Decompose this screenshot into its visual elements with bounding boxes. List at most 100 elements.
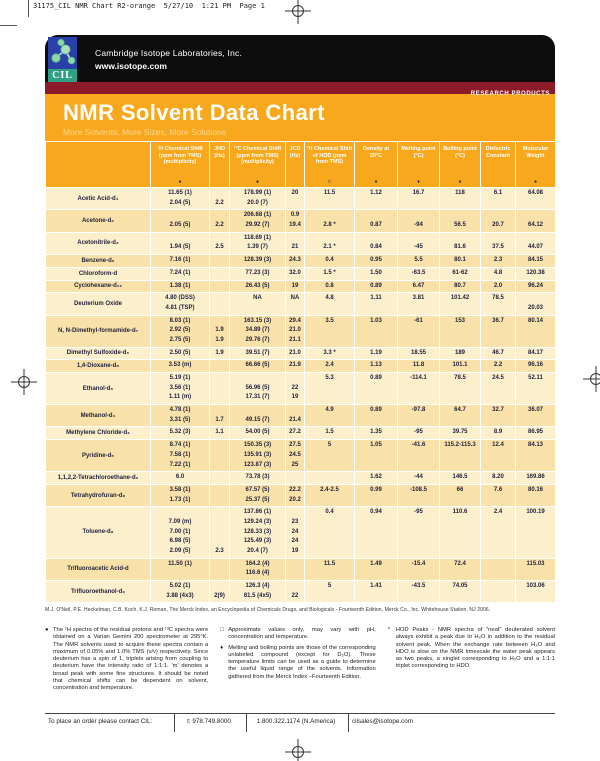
table-cell: -94: [397, 209, 440, 233]
document-body: CIL Cambridge Isotope Laboratories, Inc.…: [45, 35, 556, 613]
table-cell: 36.07: [515, 404, 556, 428]
solvent-name: Benzene-d₆: [45, 254, 151, 268]
table-cell: 1.13: [354, 359, 398, 373]
table-cell: 80.7: [439, 279, 481, 294]
table-cell: 0.89: [354, 371, 398, 406]
table-cell: 6.1: [480, 186, 516, 211]
table-cell: 11.65 (1) 2.04 (5): [150, 186, 210, 211]
solvent-name: Dimethyl Sulfoxide-d₆: [45, 346, 151, 361]
table-cell: 8.20: [480, 471, 516, 485]
table-cell: 66.66 (5): [229, 359, 286, 373]
solvent-row: 1,4-Dioxane-d₈ 3.53 (m) 66.66 (5) 21.9 2.4 1…: [45, 359, 556, 373]
table-cell: 8.74 (1) 7.58 (1) 7.22 (1): [150, 439, 210, 473]
solvent-name: Acetone-d₆: [45, 209, 151, 233]
table-cell: 5.3: [304, 371, 355, 406]
table-cell: -15.4: [397, 557, 440, 582]
table-cell: 27.5 24.5 25: [285, 439, 305, 473]
table-cell: 178.99 (1) 20.0 (7): [229, 186, 286, 211]
table-cell: 37.5: [480, 231, 516, 256]
table-cell: 1.19: [354, 346, 398, 361]
table-cell: -108.5: [397, 483, 440, 508]
solvent-name: 1,4-Dioxane-d₈: [45, 359, 151, 373]
table-cell: 2.1 *: [304, 231, 355, 256]
solvent-name: Ethanol-d₆: [45, 371, 151, 406]
table-cell: [209, 557, 230, 582]
table-cell: [480, 557, 516, 582]
header-footnote-mark: □: [327, 178, 332, 185]
table-cell: 189: [439, 346, 481, 361]
table-cell: 78.5: [480, 292, 516, 316]
table-cell: 21.9: [285, 359, 305, 373]
table-cell: 80.1: [439, 254, 481, 268]
table-cell: 61-62: [439, 266, 481, 281]
table-cell: 56.96 (5) 17.31 (7): [229, 371, 286, 406]
print-slug: 31175_CIL NMR Chart R2-orange 5/27/10 1:…: [33, 2, 265, 10]
table-cell: [209, 483, 230, 508]
column-header: Boiling point (°C) ♦: [439, 141, 481, 188]
cil-logo: CIL: [48, 37, 77, 82]
table-cell: 81.6: [439, 231, 481, 256]
table-cell: 7.6: [480, 483, 516, 508]
table-cell: 84.13: [515, 439, 556, 473]
column-header: Molecular Weight ●: [515, 141, 556, 188]
column-header: [45, 141, 151, 188]
table-cell: 2.2: [209, 186, 230, 211]
table-cell: 84.15: [515, 254, 556, 268]
research-products-label: RESEARCH PRODUCTS: [470, 91, 550, 97]
table-cell: 80.14: [515, 314, 556, 348]
table-cell: 2.2: [480, 359, 516, 373]
table-cell: 2.3: [209, 506, 230, 559]
column-header: JHD (Hz): [209, 141, 230, 188]
table-cell: 115.03: [515, 557, 556, 582]
table-cell: 56.5: [439, 209, 481, 233]
solvent-row: Toluene-d₈ 7.09 (m) 7.00 (1) 6.98 (5) 2.09 …: [45, 506, 556, 559]
table-cell: 1.50: [354, 266, 398, 281]
solvent-name: Tetrahydrofuran-d₈: [45, 483, 151, 508]
table-cell: 3.58 (1) 1.73 (1): [150, 483, 210, 508]
solvent-name: Methanol-d₄: [45, 404, 151, 428]
table-cell: 0.94: [354, 506, 398, 559]
table-cell: 0.89: [354, 279, 398, 294]
table-cell: 54.00 (5): [229, 426, 286, 441]
table-cell: 20.7: [480, 209, 516, 233]
table-cell: 0.87: [354, 209, 398, 233]
table-cell: 32.0: [285, 266, 305, 281]
solvent-name: Methylene Chloride-d₂: [45, 426, 151, 441]
table-cell: 2.4-2.5: [304, 483, 355, 508]
table-cell: 118: [439, 186, 481, 211]
header-footnote-mark: ●: [178, 178, 182, 185]
solvent-row: Benzene-d₆ 7.16 (1) 128.39 (3) 24.3 0.4 0.95…: [45, 254, 556, 268]
table-cell: NA: [285, 292, 305, 316]
table-cell: 1.5 *: [304, 266, 355, 281]
table-cell: 4.9: [304, 404, 355, 428]
table-cell: [209, 371, 230, 406]
table-cell: 1.1: [209, 426, 230, 441]
column-header: ¹H Chemical Shift (ppm from TMS) (multip…: [150, 141, 210, 188]
table-cell: 1.49: [354, 557, 398, 582]
table-cell: 36.7: [480, 314, 516, 348]
table-cell: 64.7: [439, 404, 481, 428]
table-cell: 153: [439, 314, 481, 348]
table-cell: 67.57 (5) 25.37 (5): [229, 483, 286, 508]
column-header: Density at 20°C ♦: [354, 141, 398, 188]
solvent-row: Tetrahydrofuran-d₈ 3.58 (1) 1.73 (1) 67.57…: [45, 483, 556, 508]
table-cell: 137.86 (1) 129.24 (3) 128.33 (3) 125.49 (3)…: [229, 506, 286, 559]
table-cell: 49.15 (7): [229, 404, 286, 428]
header-footnote-mark: ♦: [417, 178, 420, 185]
table-cell: 5.19 (1) 3.56 (1) 1.11 (m): [150, 371, 210, 406]
table-cell: 22.2 20.2: [285, 483, 305, 508]
table-cell: 26.43 (5): [229, 279, 286, 294]
solvent-row: Methylene Chloride-d₂ 5.32 (3) 1.1 54.00 (5…: [45, 426, 556, 441]
solvent-name: Toluene-d₈: [45, 506, 151, 559]
table-cell: 2.4: [480, 506, 516, 559]
header-footnote-mark: ●: [255, 178, 260, 185]
table-cell: -61: [397, 314, 440, 348]
solvent-name: Deuterium Oxide: [45, 292, 151, 316]
solvent-name: Trifluoroacetic Acid-d: [45, 557, 151, 582]
table-cell: 86.95: [515, 426, 556, 441]
page-title: NMR Solvent Data Chart: [63, 100, 325, 125]
table-cell: -95: [397, 506, 440, 559]
table-cell: 1.9 1.9: [209, 314, 230, 348]
table-cell: 2.50 (5): [150, 346, 210, 361]
